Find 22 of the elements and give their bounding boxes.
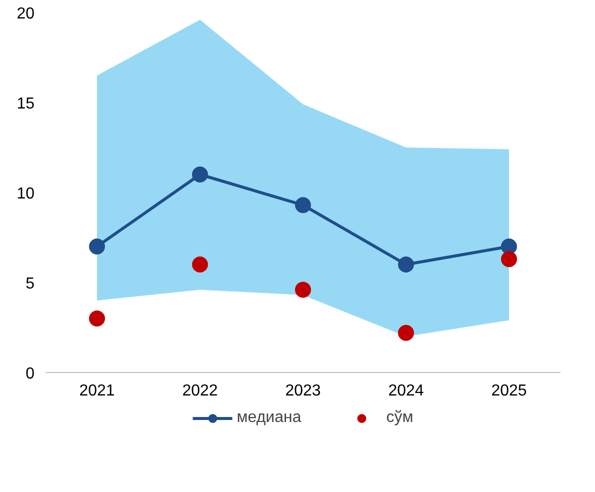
x-tick-label: 2021	[79, 382, 115, 400]
x-tick-label: 2024	[388, 382, 424, 400]
point	[295, 197, 311, 214]
legend-label: медиана	[236, 409, 302, 427]
x-tick-label: 2022	[182, 382, 218, 400]
y-tick-label: 0	[26, 366, 35, 382]
x-tick-label: 2025	[491, 382, 527, 400]
point	[192, 256, 208, 272]
y-tick-label: 10	[16, 186, 35, 202]
point	[89, 238, 105, 254]
x-tick-label: 2023	[285, 382, 321, 400]
point	[192, 166, 208, 182]
point	[501, 251, 517, 268]
point	[398, 256, 414, 272]
point	[89, 310, 105, 326]
point	[501, 238, 517, 254]
legend-label: сўм	[386, 409, 414, 427]
point	[398, 324, 414, 341]
y-tick-label: 20	[16, 6, 35, 22]
y-tick-label: 5	[26, 276, 35, 292]
y-tick-label: 15	[16, 96, 35, 112]
point	[295, 282, 311, 298]
